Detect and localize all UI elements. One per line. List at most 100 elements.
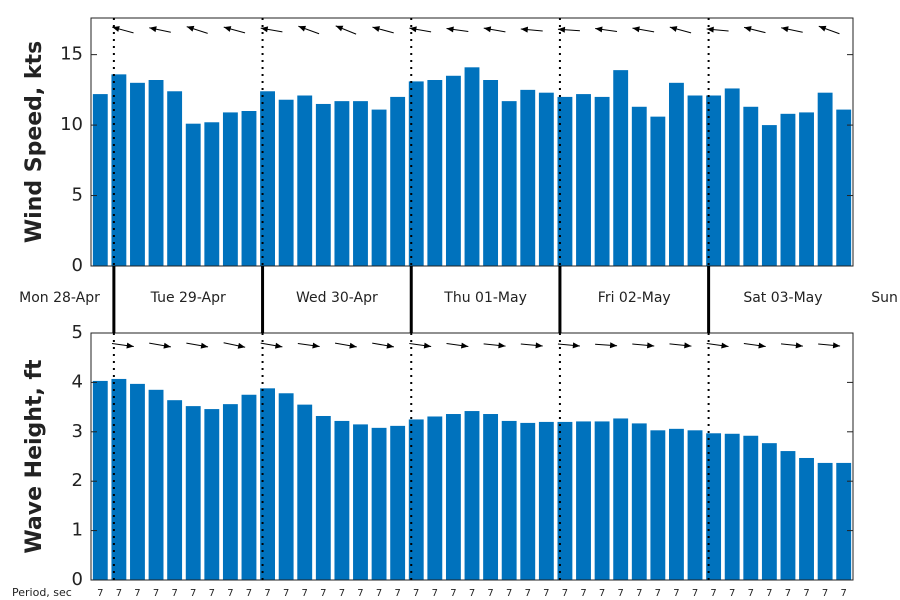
direction-arrow [483, 342, 506, 349]
direction-arrow [223, 342, 246, 349]
y-tick-label: 5 [72, 185, 83, 206]
bar [260, 91, 275, 266]
bar [538, 421, 554, 580]
bar [315, 103, 331, 266]
bar [408, 81, 424, 266]
period-value: 7 [785, 588, 791, 599]
arrow-head [781, 26, 789, 33]
bar [761, 443, 777, 580]
bar [836, 462, 852, 580]
day-label: Mon 28-Apr [19, 290, 100, 306]
direction-arrow [818, 25, 840, 35]
period-value: 7 [171, 588, 177, 599]
period-value: 7 [209, 588, 215, 599]
bar [799, 112, 814, 266]
arrow-head [423, 342, 432, 349]
arrow-head [632, 26, 640, 33]
arrow-head [483, 26, 492, 33]
bar [780, 451, 796, 580]
direction-arrow [483, 26, 506, 33]
arrow-head [460, 342, 469, 349]
direction-arrow [334, 342, 357, 349]
period-value: 7 [580, 588, 586, 599]
period-value: 7 [506, 588, 512, 599]
arrow-head [795, 342, 803, 349]
bar [334, 101, 350, 267]
bar [520, 89, 536, 266]
direction-arrow [595, 342, 618, 349]
period-value: 7 [246, 588, 252, 599]
bar [371, 109, 387, 266]
bar [631, 423, 647, 580]
arrow-head [163, 342, 171, 349]
arrow-head [126, 342, 134, 349]
bar [353, 101, 368, 267]
bar [111, 378, 127, 580]
arrow-head [237, 342, 246, 349]
bar [613, 70, 629, 267]
bar [817, 92, 833, 266]
bar [594, 96, 610, 266]
period-value: 7 [655, 588, 661, 599]
bar [390, 96, 406, 266]
y-tick-label: 10 [60, 114, 83, 135]
period-value: 7 [673, 588, 679, 599]
bar [167, 400, 183, 580]
bar [427, 80, 443, 266]
bar [260, 388, 275, 580]
direction-arrow [520, 342, 543, 349]
period-value: 7 [376, 588, 382, 599]
bar [650, 116, 666, 267]
direction-arrow [372, 342, 394, 349]
direction-arrow [743, 26, 766, 34]
bar [761, 125, 777, 266]
arrow-head [520, 26, 529, 33]
bar [594, 421, 610, 580]
y-axis-label: Wind Speed, kts [22, 41, 47, 243]
arrow-head [312, 342, 320, 349]
period-label: Period, sec [12, 586, 72, 599]
bar [557, 421, 573, 580]
period-value: 7 [413, 588, 419, 599]
direction-arrow [260, 26, 283, 33]
period-value: 7 [264, 588, 270, 599]
arrow-head [669, 26, 678, 32]
arrow-head [721, 342, 729, 349]
period-value: 7 [692, 588, 698, 599]
period-value: 7 [450, 588, 456, 599]
arrow-head [386, 342, 394, 349]
period-value: 7 [841, 588, 847, 599]
period-value: 7 [153, 588, 159, 599]
bar [148, 80, 164, 266]
direction-arrow [446, 342, 469, 349]
direction-arrow [297, 342, 320, 349]
period-value: 7 [766, 588, 772, 599]
arrow-head [223, 26, 232, 32]
day-label: Sat 03-May [743, 290, 822, 306]
period-value: 7 [803, 588, 809, 599]
period-value: 7 [394, 588, 400, 599]
bar [427, 416, 443, 580]
direction-arrow [112, 26, 134, 34]
direction-arrow [706, 342, 729, 349]
arrow-head [446, 26, 454, 33]
period-value: 7 [710, 588, 716, 599]
arrow-head [646, 342, 655, 349]
arrow-head [744, 26, 752, 32]
bar [687, 95, 703, 266]
direction-arrow [446, 26, 469, 33]
arrow-head [706, 26, 714, 33]
bar [130, 383, 145, 580]
bar [353, 424, 368, 580]
y-tick-label: 0 [72, 255, 83, 276]
period-value: 7 [357, 588, 363, 599]
direction-arrow [557, 342, 580, 349]
direction-arrow [706, 26, 729, 33]
day-label: Fri 02-May [598, 290, 671, 306]
bar [613, 418, 629, 580]
bar [724, 88, 740, 266]
day-label: Tue 29-Apr [150, 290, 226, 306]
bar [371, 427, 387, 580]
bar [148, 389, 164, 580]
arrow-head [372, 26, 380, 32]
